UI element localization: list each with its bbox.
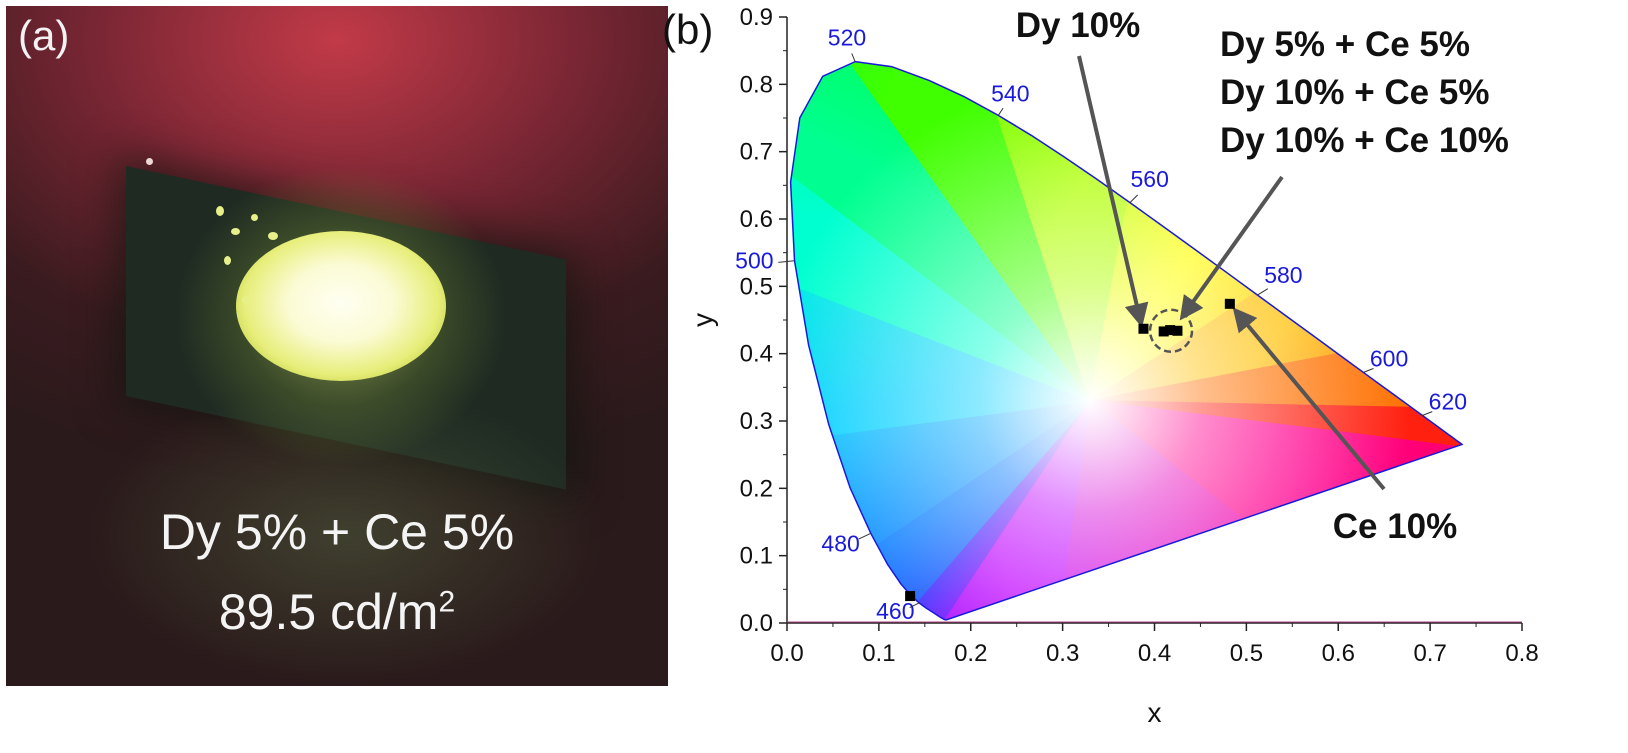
- annotation-label: Dy 10% + Ce 10%: [1220, 121, 1509, 160]
- x-tick-label: 0.0: [770, 640, 803, 667]
- wavelength-leader: [1257, 288, 1269, 296]
- emission-spot: [236, 231, 446, 381]
- wavelength-labels: 460 480 500 520 540 560 580 600 620: [735, 24, 1467, 623]
- data-points: [905, 298, 1235, 602]
- sparkle: [268, 232, 278, 240]
- data-point: [1158, 326, 1169, 337]
- y-tick-label: 0.7: [740, 139, 773, 166]
- wavelength-leader: [851, 53, 856, 62]
- data-point: [1172, 325, 1183, 336]
- wavelength-label: 600: [1370, 346, 1408, 372]
- y-tick-label: 0.9: [740, 4, 773, 31]
- y-tick-label: 0.2: [740, 475, 773, 502]
- data-point: [1165, 325, 1176, 336]
- annotation-arrow: [1077, 55, 1149, 328]
- white-point-blend: [790, 80, 1411, 620]
- cie-chromaticity-chart: 0.0 0.1 0.2 0.3 0.4 0.5 0.6 0.7 0.8 0.0 0.1 0.2 0.3 0…: [687, 4, 1539, 728]
- x-tick-label: 0.7: [1413, 640, 1446, 667]
- sparkle: [251, 214, 258, 221]
- wavelength-leader: [858, 532, 871, 540]
- sparkle: [242, 296, 250, 304]
- photo-panel: (a) Dy 5% + Ce 5% 89.5 cd/m2: [6, 6, 668, 686]
- data-point: [1224, 298, 1235, 309]
- y-tick-label: 0.5: [740, 273, 773, 300]
- x-tick-label: 0.1: [862, 640, 895, 667]
- x-tick-label: 0.2: [954, 640, 987, 667]
- wavelength-label: 500: [735, 248, 773, 274]
- x-tick-label: 0.3: [1046, 640, 1079, 667]
- photo-caption-composition: Dy 5% + Ce 5%: [159, 504, 515, 560]
- annotation-arrows: [1077, 55, 1386, 491]
- annotation-label: Ce 10%: [1333, 507, 1458, 546]
- cluster-highlight-circle: [1148, 308, 1194, 354]
- luminance-value: 89.5 cd/m: [218, 584, 439, 640]
- annotation-label: Dy 5% + Ce 5%: [1220, 25, 1470, 64]
- x-axis-title: x: [1148, 697, 1162, 728]
- wavelength-label: 480: [821, 530, 859, 556]
- y-tick-label: 0.3: [740, 408, 773, 435]
- photo-caption-luminance: 89.5 cd/m2: [6, 583, 668, 641]
- annotation-label: Dy 10%: [1016, 6, 1141, 45]
- x-tick-label: 0.4: [1138, 640, 1171, 667]
- y-tick-label: 0.0: [740, 610, 773, 637]
- data-point: [905, 591, 916, 602]
- cie-chart-panel: 0.0 0.1 0.2 0.3 0.4 0.5 0.6 0.7 0.8 0.0 0.1 0.2 0.3 0…: [660, 0, 1628, 753]
- wavelength-label: 560: [1131, 166, 1169, 192]
- spectral-locus: [789, 60, 1464, 621]
- x-tick-label: 0.5: [1230, 640, 1263, 667]
- wavelength-leader: [1129, 194, 1139, 204]
- axes: 0.0 0.1 0.2 0.3 0.4 0.5 0.6 0.7 0.8 0.0 0.1 0.2 0.3 0…: [740, 4, 1539, 667]
- wavelength-leader: [1362, 368, 1374, 373]
- wavelength-label: 540: [991, 80, 1029, 106]
- wavelength-leader: [909, 602, 920, 609]
- luminance-unit-exponent: 2: [438, 585, 456, 619]
- y-tick-label: 0.8: [740, 71, 773, 98]
- x-tick-label: 0.8: [1505, 640, 1538, 667]
- sparkle: [216, 206, 224, 216]
- wavelength-label: 460: [876, 598, 914, 624]
- annotation-arrow: [1179, 175, 1284, 321]
- x-tick-label: 0.6: [1322, 640, 1355, 667]
- sparkle: [224, 256, 231, 265]
- y-tick-label: 0.6: [740, 206, 773, 233]
- panel-label-b: (b): [662, 6, 714, 53]
- wavelength-leader: [1421, 411, 1433, 417]
- wavelength-label: 580: [1264, 262, 1302, 288]
- wavelength-leader: [997, 107, 1004, 116]
- y-tick-label: 0.1: [740, 543, 773, 570]
- panel-label-a: (a): [18, 12, 70, 59]
- sparkle: [146, 158, 153, 165]
- y-tick-label: 0.4: [740, 341, 773, 368]
- annotations: Dy 10% Dy 5% + Ce 5% Dy 10% + Ce 5% Dy 10% …: [1016, 6, 1509, 546]
- wavelength-leader: [778, 260, 795, 263]
- sparkle: [231, 228, 240, 235]
- annotation-label: Dy 10% + Ce 5%: [1220, 73, 1489, 112]
- annotation-arrow: [1232, 307, 1386, 491]
- wavelength-label: 620: [1429, 389, 1467, 415]
- wavelength-label: 520: [828, 24, 866, 50]
- data-point: [1138, 323, 1149, 334]
- y-axis-title: y: [687, 313, 718, 327]
